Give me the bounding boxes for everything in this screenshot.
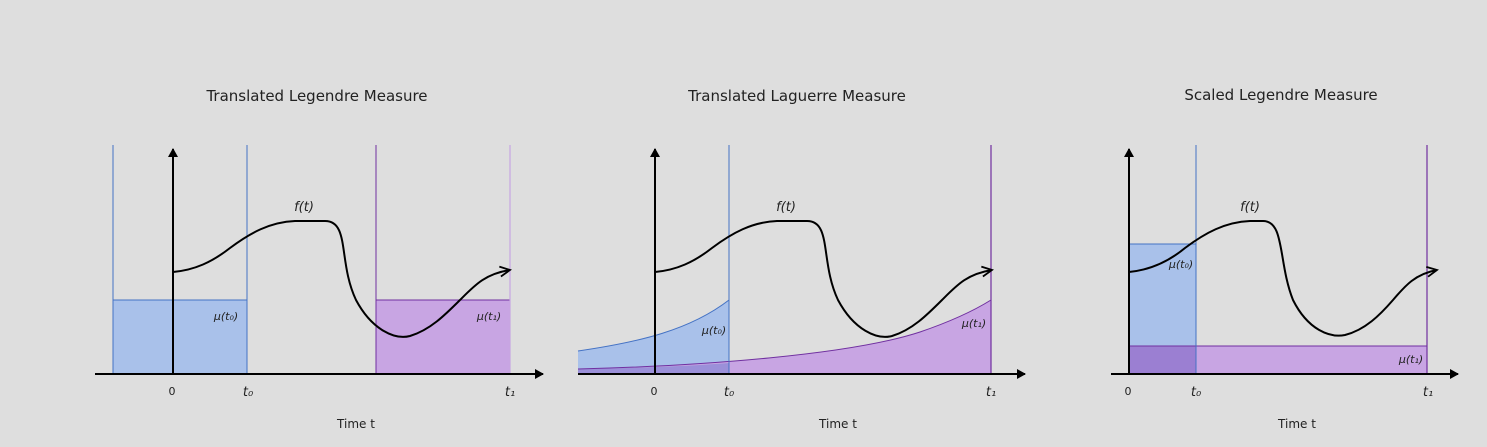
- panel-translated-laguerre: Translated Laguerre Measure f(t) μ(t₀) μ…: [577, 87, 1026, 431]
- tick-t1: t₁: [505, 385, 515, 400]
- tick-t0: t₀: [1191, 385, 1202, 400]
- tick-zero: 0: [169, 385, 176, 398]
- panel-title: Translated Laguerre Measure: [687, 87, 906, 105]
- tick-zero: 0: [1125, 385, 1132, 398]
- tick-t0: t₀: [724, 385, 735, 400]
- mu-t0-region: [578, 300, 729, 374]
- mu-t1-label: μ(t₁): [1398, 353, 1423, 366]
- f-label: f(t): [294, 200, 314, 215]
- x-axis-label: Time t: [1277, 417, 1316, 431]
- tick-zero: 0: [651, 385, 658, 398]
- panel-translated-legendre: Translated Legendre Measure f(t) μ(t₀) μ…: [95, 87, 544, 431]
- tick-t1: t₁: [986, 385, 996, 400]
- signal-curve: [172, 220, 512, 338]
- panel-title: Translated Legendre Measure: [205, 87, 427, 105]
- f-label: f(t): [776, 200, 796, 215]
- mu-t0-edge: [577, 299, 730, 352]
- mu-t0-label: μ(t₀): [701, 324, 726, 337]
- f-label: f(t): [1240, 200, 1260, 215]
- signal-curve: [1128, 220, 1439, 337]
- mu-t0-label: μ(t₀): [1168, 258, 1193, 271]
- mu-t0-region: [113, 300, 247, 374]
- mu-t1-label: μ(t₁): [476, 310, 501, 323]
- panel-scaled-legendre: Scaled Legendre Measure f(t) μ(t₀) μ(t₁)…: [1111, 86, 1459, 431]
- mu-t1-label: μ(t₁): [961, 317, 986, 330]
- panel-title: Scaled Legendre Measure: [1184, 86, 1377, 104]
- signal-curve: [654, 220, 994, 338]
- mu-t1-region: [578, 300, 991, 374]
- mu-t1-edge: [577, 299, 992, 370]
- tick-t0: t₀: [243, 385, 254, 400]
- x-axis-label: Time t: [336, 417, 375, 431]
- mu-overlap-region: [1129, 346, 1196, 374]
- tick-t1: t₁: [1423, 385, 1433, 400]
- mu-t0-label: μ(t₀): [213, 310, 238, 323]
- x-axis-label: Time t: [818, 417, 857, 431]
- mu-overlap-region: [578, 363, 729, 374]
